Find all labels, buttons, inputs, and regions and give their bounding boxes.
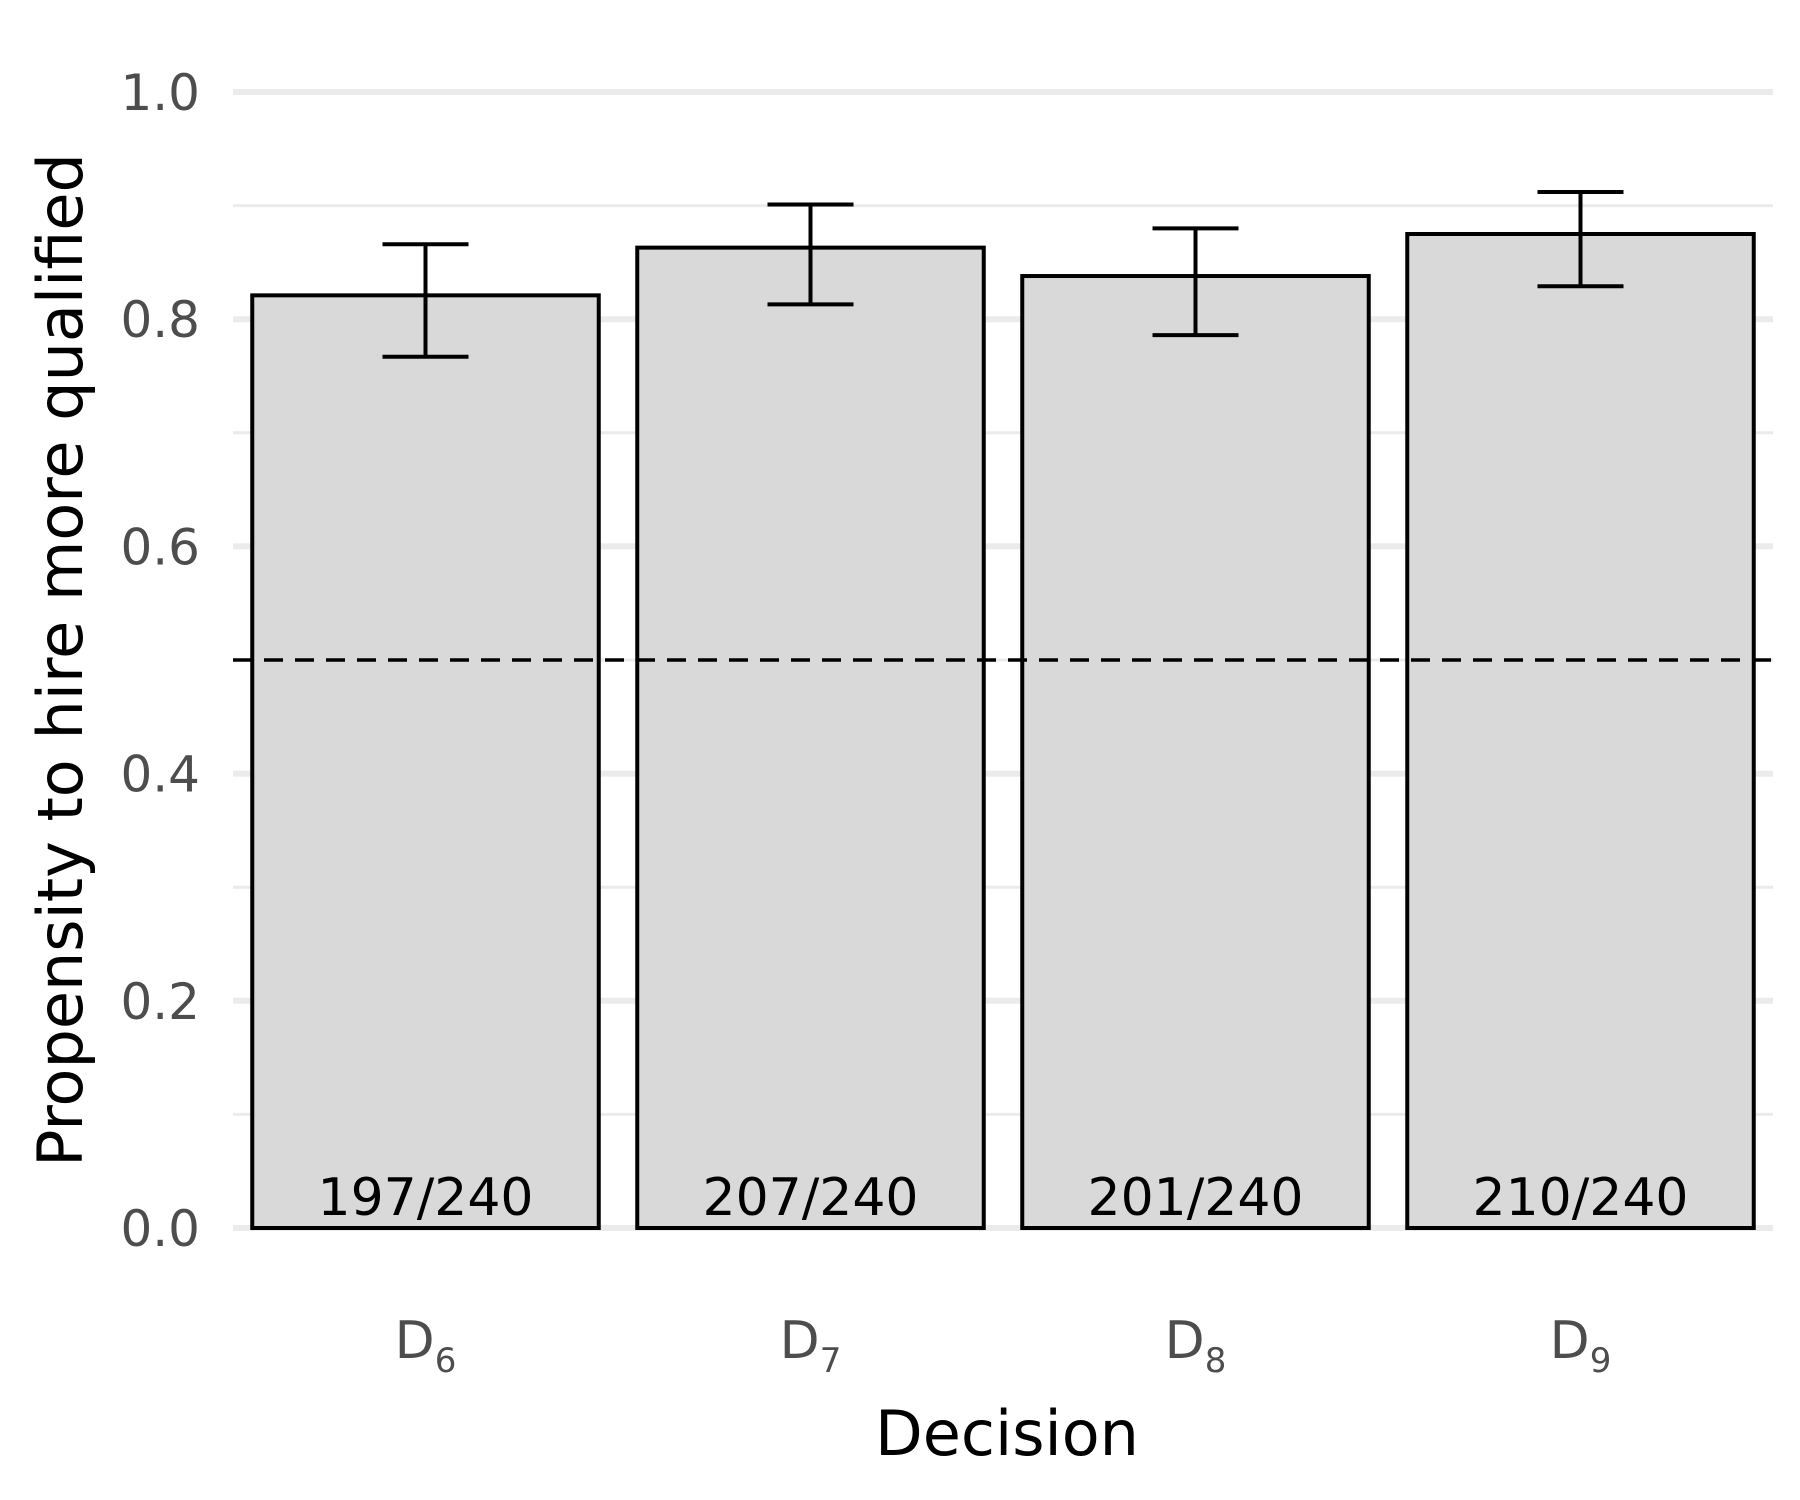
y-tick-label: 0.0 xyxy=(120,1200,200,1258)
x-tick-label: D9 xyxy=(1550,1311,1612,1381)
y-tick-label: 0.2 xyxy=(120,973,200,1031)
x-tick-label: D8 xyxy=(1165,1311,1227,1381)
y-tick-label: 1.0 xyxy=(120,64,200,122)
x-axis-title: Decision xyxy=(875,1397,1139,1470)
y-axis-title: Propensity to hire more qualified xyxy=(24,153,97,1167)
bar xyxy=(1405,232,1756,1230)
x-tick-label: D7 xyxy=(780,1311,842,1381)
x-tick-label: D6 xyxy=(395,1311,457,1381)
bar-layer xyxy=(250,232,1756,1231)
bar-label-layer: 197/240 207/240 201/240 210/240 xyxy=(317,1168,1688,1228)
bar-count-label: 197/240 xyxy=(317,1168,533,1228)
y-tick-labels: 0.0 0.2 0.4 0.6 0.8 1.0 xyxy=(120,64,200,1258)
bar xyxy=(250,293,601,1230)
y-tick-label: 0.8 xyxy=(120,291,200,349)
bar xyxy=(1020,274,1371,1231)
bar xyxy=(635,245,986,1230)
y-tick-label: 0.4 xyxy=(120,746,200,804)
bar-count-label: 210/240 xyxy=(1472,1168,1688,1228)
bar-count-label: 207/240 xyxy=(702,1168,918,1228)
x-tick-labels: D6 D7 D8 D9 xyxy=(395,1311,1612,1381)
bar-count-label: 201/240 xyxy=(1087,1168,1303,1228)
error-bar-layer xyxy=(382,189,1624,359)
y-tick-label: 0.6 xyxy=(120,518,200,576)
